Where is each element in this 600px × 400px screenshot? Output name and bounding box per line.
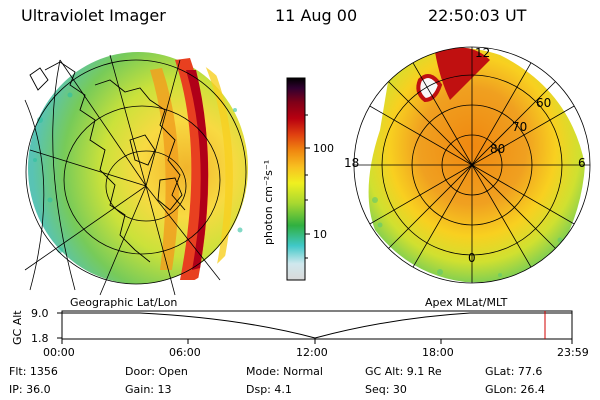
- colorbar-tick-100: 100: [313, 142, 334, 155]
- gc-altitude: GC Alt: 9.1 Re: [365, 365, 442, 378]
- lat-label-80: 80: [490, 142, 506, 156]
- altitude-plot: [57, 310, 573, 344]
- altitude-xtick-2359: 23:59: [557, 346, 589, 359]
- colorbar: [286, 77, 310, 281]
- door-status: Door: Open: [125, 365, 188, 378]
- polar-map: [353, 46, 591, 284]
- altitude-ytick-high: 9.0: [31, 307, 49, 320]
- colorbar-tick-10: 10: [313, 228, 327, 241]
- date-label: 11 Aug 00: [275, 6, 358, 25]
- altitude-xtick-1800: 18:00: [422, 346, 454, 359]
- dsp-value: Dsp: 4.1: [246, 383, 292, 396]
- altitude-curve: [62, 312, 572, 339]
- altitude-ylabel: GC Alt: [11, 310, 24, 345]
- colorbar-unit-label: photon cm⁻²s⁻¹: [262, 159, 275, 245]
- sequence-number: Seq: 30: [365, 383, 407, 396]
- polar-map-label: Apex MLat/MLT: [425, 296, 508, 309]
- geographic-map: [24, 52, 248, 296]
- mlt-label-top: 12: [475, 46, 491, 60]
- altitude-xtick-0600: 06:00: [169, 346, 201, 359]
- mlt-label-bottom: 0: [468, 251, 476, 265]
- time-label: 22:50:03 UT: [428, 6, 527, 25]
- lat-label-70: 70: [512, 120, 528, 134]
- geographic-map-label: Geographic Lat/Lon: [70, 296, 178, 309]
- instrument-title: Ultraviolet Imager: [21, 6, 166, 25]
- altitude-ytick-low: 1.8: [31, 332, 49, 345]
- gain-value: Gain: 13: [125, 383, 172, 396]
- altitude-xtick-1200: 12:00: [296, 346, 328, 359]
- flight-number: Flt: 1356: [9, 365, 58, 378]
- ip-value: IP: 36.0: [9, 383, 51, 396]
- altitude-xtick-0000: 00:00: [43, 346, 75, 359]
- geographic-latitude: GLat: 77.6: [485, 365, 543, 378]
- mlt-label-right: 6: [578, 156, 586, 170]
- mode-status: Mode: Normal: [246, 365, 323, 378]
- geographic-longitude: GLon: 26.4: [485, 383, 545, 396]
- lat-label-60: 60: [536, 96, 552, 110]
- mlt-label-left: 18: [344, 156, 360, 170]
